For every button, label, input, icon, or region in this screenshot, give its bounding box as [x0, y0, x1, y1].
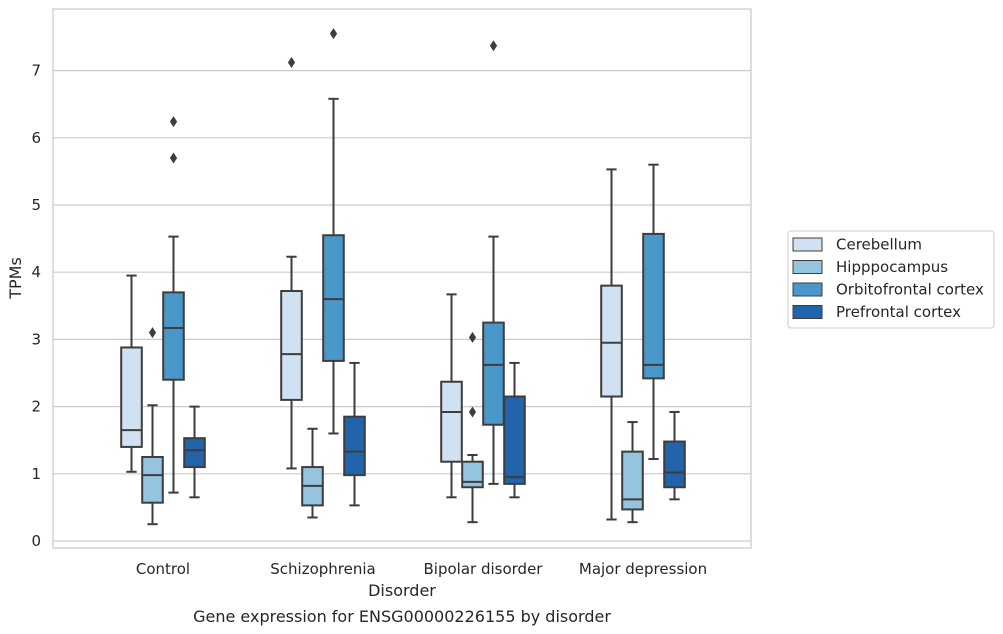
legend-swatch — [792, 305, 823, 319]
legend-swatch — [792, 237, 823, 252]
legend-swatch — [792, 282, 823, 297]
box-0-3 — [183, 405, 206, 499]
box-body — [120, 346, 143, 448]
box-body — [482, 321, 505, 426]
box-body — [141, 456, 164, 504]
box-body — [663, 440, 686, 489]
outlier-point — [329, 28, 338, 40]
legend-frame — [787, 230, 995, 329]
box-body — [162, 291, 185, 381]
y-axis-label: TPMs — [6, 257, 25, 300]
box-3-0 — [600, 168, 623, 521]
box-1-0 — [280, 57, 303, 470]
box-2-2 — [482, 40, 505, 485]
y-tick-label: 2 — [31, 398, 41, 416]
box-3-1 — [621, 421, 644, 524]
outlier-point — [468, 331, 477, 343]
x-axis-label: Disorder — [368, 581, 436, 600]
x-tick-labels: Control Schizophrenia Bipolar disorder Majo… — [136, 560, 707, 578]
y-tick-label: 7 — [31, 62, 41, 80]
x-tick-label: Major depression — [579, 560, 707, 578]
y-tick-labels: 0 1 2 3 4 5 6 7 — [31, 62, 41, 550]
box-0-1 — [141, 327, 164, 526]
legend-swatch — [792, 260, 823, 274]
box-body — [440, 380, 463, 463]
box-1-2 — [322, 28, 345, 435]
y-tick-label: 4 — [31, 263, 41, 281]
legend-label: Prefrontal cortex — [836, 303, 961, 321]
box-body — [621, 450, 644, 511]
chart-title: Gene expression for ENSG00000226155 by d… — [193, 607, 611, 626]
outlier-point — [468, 406, 477, 418]
box-body — [183, 437, 206, 469]
box-body — [280, 290, 303, 401]
legend: Cerebellum Hipppocampus Orbitofrontal cort… — [787, 230, 995, 329]
outlier-point — [148, 327, 157, 339]
box-2-0 — [440, 293, 463, 499]
plot-frame — [52, 8, 752, 549]
box-3-2 — [642, 163, 665, 461]
y-tick-label: 3 — [31, 330, 41, 348]
outlier-point — [287, 57, 296, 69]
box-0-0 — [120, 274, 143, 473]
box-0-2 — [162, 116, 185, 494]
box-body — [642, 232, 665, 380]
x-tick-label: Schizophrenia — [270, 560, 375, 578]
box-body — [322, 234, 345, 362]
box-2-1 — [461, 331, 484, 524]
y-tick-label: 1 — [31, 465, 41, 483]
legend-label: Cerebellum — [836, 236, 922, 254]
legend-label: Hipppocampus — [836, 258, 948, 276]
y-tick-label: 5 — [31, 196, 41, 214]
box-2-3 — [503, 361, 526, 499]
legend-label: Orbitofrontal cortex — [836, 281, 984, 299]
outlier-point — [489, 40, 498, 52]
box-body — [503, 395, 526, 485]
box-1-3 — [343, 361, 366, 507]
x-tick-label: Control — [136, 560, 190, 578]
box-1-1 — [301, 427, 324, 519]
x-tick-label: Bipolar disorder — [424, 560, 544, 578]
box-body — [600, 284, 623, 398]
outlier-point — [169, 116, 178, 128]
box-body — [461, 460, 484, 489]
outlier-point — [169, 152, 178, 164]
y-tick-label: 0 — [31, 532, 41, 550]
box-layer — [120, 28, 686, 526]
y-tick-label: 6 — [31, 129, 41, 147]
box-3-3 — [663, 410, 686, 501]
box-body — [343, 415, 366, 477]
